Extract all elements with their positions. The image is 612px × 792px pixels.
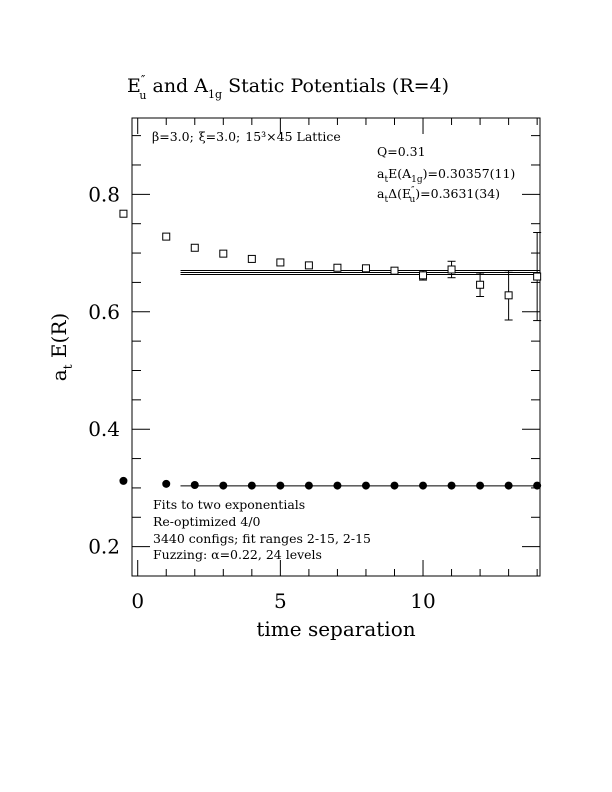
fit-eu-val: )=0.3631(34) (415, 186, 500, 201)
data-point-eu (447, 265, 456, 274)
lattice-xi: ξ=3.0; (199, 129, 240, 144)
y-tick-label: 0.6 (88, 300, 120, 324)
data-point-eu (219, 249, 228, 258)
fit-eu-sup: ″ (411, 186, 415, 196)
fit-info: Q=0.31 atE(A1g)=0.30357(11) atΔ(E″ u)=0.3… (377, 144, 515, 205)
fit-eu-e: Δ(E (388, 186, 411, 201)
data-point-eu (119, 209, 128, 218)
note-line-3: 3440 configs; fit ranges 2-15, 2-15 (153, 531, 371, 546)
x-tick-label: 0 (131, 589, 144, 613)
data-point-a1g (476, 481, 485, 490)
y-tick-label: 0.4 (88, 417, 120, 441)
svg-text:β=3.0;ξ=3.0;15³×45 Lattice: β=3.0; ξ=3.0; 15³×45 Lattice (152, 129, 341, 144)
note-line-4: Fuzzing: α=0.22, 24 levels (153, 547, 322, 562)
data-point-a1g (390, 481, 399, 490)
data-point-eu (162, 232, 171, 241)
data-point-a1g (304, 481, 313, 490)
data-point-a1g (419, 481, 428, 490)
x-tick-label: 10 (410, 589, 435, 613)
data-point-a1g (333, 481, 342, 490)
data-point-eu (504, 291, 513, 300)
data-point-eu (304, 261, 313, 270)
fit-a1g-a: a (377, 166, 385, 181)
notes: Fits to two exponentials Re-optimized 4/… (153, 497, 371, 562)
axis-tick-labels: 0 5 10 0.2 0.4 0.6 0.8 (88, 182, 436, 613)
title-rest: Static Potentials (R=4) (222, 75, 449, 97)
x-axis-label: time separation (256, 617, 415, 641)
data-point-eu (333, 263, 342, 272)
data-point-a1g (276, 481, 285, 490)
data-point-a1g (219, 481, 228, 490)
chart-title: E″ u and A1g Static Potentials (R=4) (127, 73, 449, 102)
data-point-a1g (447, 481, 456, 490)
y-tick-label: 0.8 (88, 182, 120, 206)
data-point-a1g (190, 480, 199, 489)
data-point-eu (276, 258, 285, 267)
fit-a1g-sub: 1g (411, 175, 423, 185)
series-eu-squares (119, 209, 542, 322)
fit-eu-a: a (377, 186, 385, 201)
svg-text:E″u and A1g Static Potentials: E″ u and A1g Static Potentials (R=4) (127, 73, 449, 102)
fit-lines (180, 269, 540, 487)
y-label-sub: t (61, 364, 75, 369)
lattice-beta: β=3.0; (152, 129, 194, 144)
svg-text:atΔ(E″u)=0.3631(34): atΔ(E″ u)=0.3631(34) (377, 186, 500, 205)
data-point-eu (247, 254, 256, 263)
data-point-a1g (247, 481, 256, 490)
data-point-eu (390, 266, 399, 275)
plot-frame (131, 117, 541, 577)
data-point-eu (533, 272, 542, 281)
x-tick-label: 5 (274, 589, 287, 613)
title-e: E (127, 75, 141, 97)
data-point-a1g (361, 481, 370, 490)
fit-q: Q=0.31 (377, 144, 426, 159)
series-a1g-circles (119, 476, 542, 490)
data-point-a1g (533, 481, 542, 490)
data-point-eu (476, 280, 485, 289)
lattice-size: 15³×45 Lattice (245, 129, 340, 144)
data-point-eu (190, 243, 199, 252)
fit-eu-sub: u (409, 195, 415, 205)
data-point-a1g (119, 476, 128, 485)
fit-a1g-e: E(A (388, 166, 412, 181)
y-axis-label: at E(R) (47, 313, 75, 381)
title-mid: and A (146, 75, 208, 97)
data-point-eu (419, 271, 428, 280)
title-a1g-sub: 1g (208, 88, 222, 101)
fit-a1g-t: t (384, 175, 388, 185)
lattice-info: β=3.0; ξ=3.0; 15³×45 Lattice (152, 129, 341, 144)
y-label-a: a (47, 369, 71, 381)
title-e-sup: ″ (141, 73, 146, 87)
data-point-a1g (504, 481, 513, 490)
note-line-1: Fits to two exponentials (153, 497, 305, 512)
fit-a1g-val: )=0.30357(11) (423, 166, 516, 181)
axis-ticks (132, 118, 540, 576)
title-e-sub: u (139, 89, 146, 102)
data-point-eu (361, 264, 370, 273)
fit-eu-t: t (384, 195, 388, 205)
data-point-a1g (162, 479, 171, 488)
svg-text:atE(A1g)=0.30357(11): atE(A1g)=0.30357(11) (377, 166, 515, 185)
note-line-2: Re-optimized 4/0 (153, 514, 261, 529)
y-label-rest: E(R) (47, 313, 71, 365)
y-tick-label: 0.2 (88, 535, 120, 559)
